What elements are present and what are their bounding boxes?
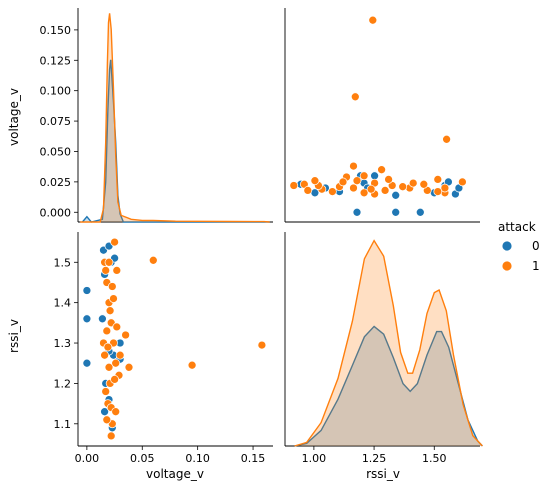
point-bl-1-26 <box>104 362 114 372</box>
legend-title: attack <box>498 220 536 234</box>
point-bl-1-4 <box>121 330 130 340</box>
ytick-label-rssi-1: 1.2 <box>54 377 72 390</box>
point-tr-1-32 <box>408 178 418 188</box>
point-tr-1-22 <box>419 179 429 189</box>
point-bl-1-34 <box>112 322 122 332</box>
point-bl-0-1 <box>82 314 92 324</box>
point-tr-1-4 <box>377 165 386 175</box>
kde-rssi-line-1 <box>294 239 483 447</box>
point-tr-1-17 <box>289 181 299 190</box>
point-tr-1-13 <box>352 176 362 186</box>
xtick-label-rssi-1: 1.25 <box>362 452 387 465</box>
ylabel-voltage: voltage_v <box>7 88 21 146</box>
ytick-label-voltage-4: 0.100 <box>40 85 72 98</box>
point-bl-1-19 <box>112 266 122 275</box>
ylabel-rssi: rssi_v <box>7 319 21 353</box>
point-bl-1-22 <box>107 282 117 291</box>
point-tr-1-18 <box>458 177 467 187</box>
xtick-label-voltage-3: 0.15 <box>241 452 266 465</box>
legend-label-0: 0 <box>532 239 540 253</box>
xlabel-voltage: voltage_v <box>146 467 204 481</box>
point-bl-1-1 <box>257 340 267 350</box>
ytick-label-rssi-3: 1.4 <box>54 297 72 310</box>
legend-marker-0 <box>501 240 513 252</box>
point-bl-1-5 <box>115 350 125 360</box>
ytick-label-voltage-3: 0.075 <box>40 115 72 128</box>
point-bl-1-30 <box>102 415 112 425</box>
point-tr-1-31 <box>310 176 320 186</box>
point-tr-0-5 <box>391 190 401 200</box>
point-tr-1-28 <box>328 187 337 196</box>
point-bl-1-24 <box>102 326 112 336</box>
xtick-label-voltage-0: 0.00 <box>75 452 100 465</box>
kde-rssi-area-1 <box>294 240 483 446</box>
point-bl-1-23 <box>105 306 115 316</box>
point-tr-1-34 <box>384 175 393 184</box>
ytick-label-voltage-6: 0.150 <box>40 24 72 37</box>
ytick-label-rssi-4: 1.5 <box>54 256 72 269</box>
point-bl-1-18 <box>110 237 119 247</box>
point-tr-1-5 <box>359 171 369 181</box>
legend-label-1: 1 <box>532 259 540 273</box>
kde-rssi-area-0 <box>294 326 483 446</box>
xtick-label-voltage-2: 0.10 <box>185 452 210 465</box>
point-bl-0-7 <box>100 407 109 417</box>
point-tr-1-27 <box>338 177 348 187</box>
point-tr-1-2 <box>350 92 360 102</box>
ytick-label-voltage-5: 0.125 <box>40 54 72 67</box>
point-tr-1-19 <box>433 175 443 184</box>
point-tr-0-13 <box>370 171 379 181</box>
point-bl-1-32 <box>109 294 118 303</box>
point-tr-1-30 <box>303 186 313 195</box>
point-tr-1-21 <box>433 187 443 196</box>
point-bl-1-2 <box>187 360 197 370</box>
point-tr-1-33 <box>366 184 376 194</box>
point-bl-0-2 <box>82 358 92 368</box>
point-bl-1-25 <box>100 350 109 360</box>
xtick-label-rssi-0: 1.00 <box>302 452 327 465</box>
ytick-label-voltage-2: 0.050 <box>40 145 72 158</box>
ytick-label-rssi-2: 1.3 <box>54 337 72 350</box>
point-bl-0-5 <box>98 314 107 324</box>
point-bl-1-27 <box>110 375 119 384</box>
point-bl-1-28 <box>101 387 111 396</box>
point-bl-1-17 <box>106 431 116 441</box>
point-tr-1-24 <box>380 186 390 195</box>
point-bl-1-20 <box>104 257 114 267</box>
point-tr-1-26 <box>349 183 358 193</box>
point-bl-1-33 <box>103 342 113 352</box>
ytick-label-rssi-0: 1.1 <box>54 418 72 431</box>
point-bl-1-21 <box>101 266 111 275</box>
kde-voltage-line-1 <box>80 13 270 223</box>
ytick-label-voltage-1: 0.025 <box>40 176 72 189</box>
point-bl-1-31 <box>111 407 121 417</box>
kde-voltage-area-1 <box>80 13 270 222</box>
point-bl-1-13 <box>111 358 121 368</box>
point-tr-1-23 <box>398 182 408 192</box>
kde-rssi-line-0 <box>294 325 483 447</box>
ytick-label-voltage-0: 0.000 <box>40 206 72 219</box>
legend: attack 0 1 <box>498 220 540 273</box>
legend-marker-1 <box>501 260 513 272</box>
xtick-label-rssi-2: 1.50 <box>422 452 447 465</box>
point-tr-0-0 <box>415 207 425 217</box>
xtick-label-voltage-1: 0.05 <box>130 452 155 465</box>
point-tr-0-2 <box>352 207 362 217</box>
point-tr-0-1 <box>391 207 401 217</box>
point-tr-1-1 <box>368 15 378 25</box>
point-bl-0-0 <box>82 286 92 295</box>
xlabel-rssi: rssi_v <box>366 467 400 481</box>
point-bl-1-0 <box>148 255 158 265</box>
point-bl-1-3 <box>124 362 134 372</box>
point-tr-1-20 <box>440 183 450 193</box>
point-tr-1-0 <box>442 134 451 144</box>
point-tr-1-25 <box>359 188 369 198</box>
point-tr-1-3 <box>349 161 358 171</box>
